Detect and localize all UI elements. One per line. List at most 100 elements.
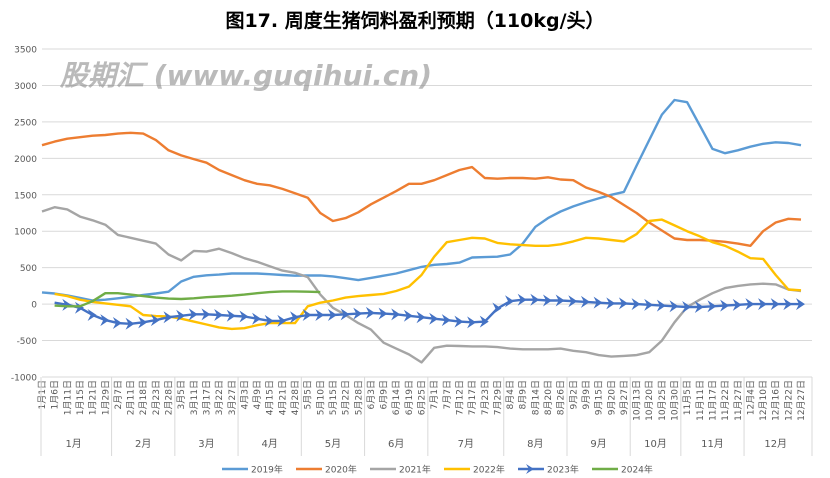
x-tick-label: 5月22日 [341, 380, 352, 415]
arrow-marker [707, 300, 717, 313]
x-tick-label: 8月9日 [518, 380, 529, 409]
arrow-marker [416, 311, 426, 324]
arrow-marker [214, 309, 224, 322]
arrow-marker [555, 294, 565, 307]
x-tick-label: 7月29日 [492, 380, 503, 415]
month-label: 8月 [527, 438, 543, 450]
x-tick-label: 8月20日 [543, 380, 554, 415]
arrow-marker [125, 317, 135, 330]
x-tick-label: 3月17日 [201, 380, 212, 415]
x-tick-label: 10月20日 [644, 380, 655, 421]
arrow-marker [441, 314, 451, 327]
x-tick-label: 3月5日 [176, 380, 187, 409]
x-tick-label: 12月27日 [796, 380, 807, 421]
legend-arrow-marker [526, 464, 534, 474]
x-tick-label: 10月25日 [657, 380, 668, 421]
arrow-marker [201, 308, 211, 321]
series-line-2020年 [41, 131, 802, 247]
series-line-2019年 [41, 98, 802, 302]
x-tick-label: 11月22日 [720, 380, 731, 421]
arrow-marker [112, 317, 122, 330]
y-tick-label: 3000 [14, 82, 37, 92]
arrow-marker [796, 298, 805, 311]
x-tick-label: 10月13日 [632, 380, 643, 421]
legend-label: 2022年 [473, 464, 505, 476]
x-tick-label: 7月23日 [480, 380, 491, 415]
month-label: 10月 [644, 438, 667, 450]
arrow-marker [530, 293, 540, 306]
arrow-marker [732, 298, 742, 311]
x-tick-label: 12月10日 [758, 380, 769, 421]
x-tick-label: 8月4日 [505, 380, 516, 409]
chart-title: 图17. 周度生猪饲料盈利预期（110kg/头） [225, 10, 605, 32]
arrow-marker [365, 306, 375, 319]
x-tick-label: 3月22日 [214, 380, 225, 415]
arrow-marker [176, 309, 186, 322]
arrow-marker [264, 314, 274, 327]
arrow-marker [74, 301, 84, 314]
arrow-marker [100, 314, 110, 327]
legend-label: 2023年 [547, 464, 579, 476]
x-tick-label: 9月27日 [619, 380, 630, 415]
x-tick-label: 7月7日 [442, 380, 453, 409]
arrow-marker [378, 307, 388, 320]
arrow-marker [770, 298, 780, 311]
x-tick-label: 3月11日 [189, 380, 200, 415]
arrow-marker [252, 312, 262, 325]
arrow-marker [517, 293, 527, 306]
arrow-marker [568, 295, 578, 308]
x-tick-label: 4月21日 [277, 380, 288, 415]
watermark: 股期汇 (www.guqihui.cn) [60, 59, 433, 92]
month-label: 12月 [764, 438, 787, 450]
arrow-marker [644, 298, 654, 311]
x-tick-label: 11月11日 [695, 380, 706, 421]
legend-label: 2020年 [325, 464, 357, 476]
arrow-marker [62, 298, 72, 311]
arrow-marker [656, 299, 666, 312]
arrow-marker [682, 301, 692, 314]
month-label: 11月 [701, 438, 724, 450]
month-label: 9月 [590, 438, 606, 450]
arrow-marker [479, 315, 489, 328]
x-tick-label: 5月28日 [353, 380, 364, 415]
x-tick-label: 5月15日 [328, 380, 339, 415]
x-tick-label: 2月7日 [113, 380, 124, 409]
arrow-marker [138, 316, 148, 329]
x-tick-label: 7月17日 [467, 380, 478, 415]
y-tick-label: 2000 [14, 155, 37, 165]
x-tick-label: 11月17日 [707, 380, 718, 421]
arrow-marker [783, 298, 793, 311]
arrow-marker [694, 301, 704, 314]
arrow-marker [353, 307, 363, 320]
arrow-marker [391, 308, 401, 321]
x-tick-label: 12月22日 [783, 380, 794, 421]
x-tick-label: 5月10日 [315, 380, 326, 415]
arrow-marker [669, 300, 679, 313]
legend-label: 2021年 [399, 464, 431, 476]
month-label: 6月 [388, 438, 404, 450]
x-tick-label: 4月9日 [252, 380, 263, 409]
arrow-marker [745, 298, 755, 311]
month-label: 3月 [198, 438, 214, 450]
x-tick-label: 10月30日 [670, 380, 681, 421]
arrow-marker [593, 296, 603, 309]
y-tick-label: 500 [20, 264, 37, 274]
arrow-marker [492, 302, 502, 315]
arrow-marker [315, 309, 325, 322]
arrow-marker [302, 309, 312, 322]
x-tick-label: 9月9日 [581, 380, 592, 409]
arrow-marker [454, 315, 464, 328]
arrow-marker [580, 295, 590, 308]
arrow-marker [226, 309, 236, 322]
x-tick-label: 12月16日 [771, 380, 782, 421]
y-tick-label: 0 [31, 301, 37, 311]
x-tick-label: 1月11日 [62, 380, 73, 415]
arrow-marker [403, 309, 413, 322]
x-tick-label: 11月27日 [733, 380, 744, 421]
x-tick-label: 2月28日 [164, 380, 175, 415]
x-tick-label: 2月18日 [138, 380, 149, 415]
arrow-marker [277, 314, 287, 327]
x-tick-label: 11月5日 [682, 380, 693, 415]
x-tick-label: 7月1日 [429, 380, 440, 409]
